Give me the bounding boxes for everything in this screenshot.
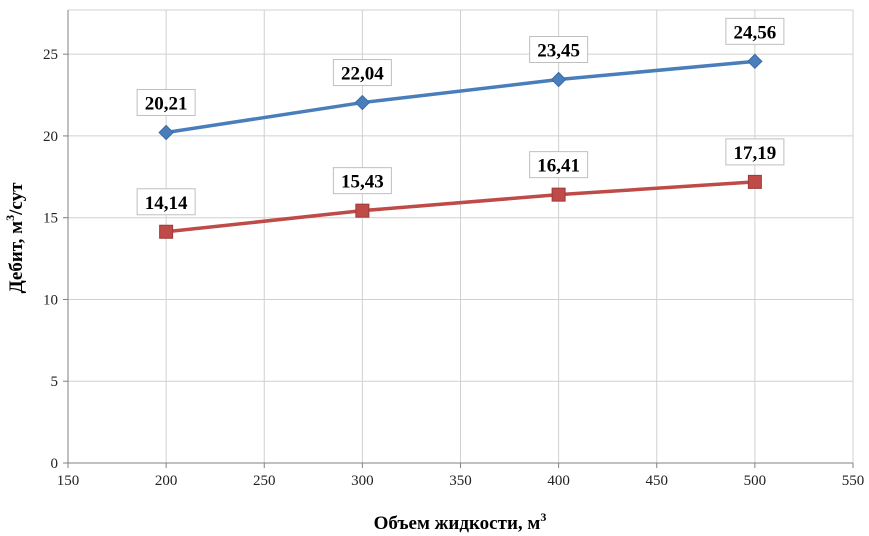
y-tick-label: 10 [43, 292, 58, 308]
data-point-marker [551, 187, 566, 202]
x-tick-label: 200 [155, 473, 178, 489]
y-tick-label: 15 [43, 211, 58, 227]
data-label: 20,21 [145, 93, 188, 114]
data-label-box [529, 36, 589, 64]
data-point-marker [747, 174, 762, 189]
data-label: 15,43 [341, 172, 384, 193]
y-tick-label: 0 [51, 456, 59, 472]
data-label-box [529, 151, 589, 179]
data-label-box [332, 167, 392, 195]
data-point-marker [747, 53, 763, 70]
data-label-box [725, 17, 785, 45]
y-tick-label: 20 [43, 129, 58, 145]
data-label-box [725, 138, 785, 166]
data-point-marker [354, 94, 371, 111]
data-point-marker [159, 224, 174, 239]
data-point-marker [355, 203, 370, 218]
x-tick-label: 350 [449, 473, 472, 489]
y-tick-label: 5 [51, 374, 59, 390]
data-label: 22,04 [341, 64, 384, 85]
data-point-marker [550, 71, 567, 88]
data-label: 24,56 [734, 22, 777, 43]
x-tick-label: 450 [646, 473, 669, 489]
y-axis-title: Дебит, м3/сут [3, 182, 27, 293]
y-tick-label: 25 [43, 47, 58, 63]
series-line-2 [165, 180, 755, 234]
data-label: 14,14 [145, 193, 188, 214]
axes [63, 10, 854, 468]
data-label: 16,41 [537, 156, 580, 177]
x-tick-label: 550 [842, 473, 865, 489]
data-labels: 20,21 22,04 23,45 24,56 14,14 15,43 16,41 17,19 [136, 17, 785, 216]
tick-labels: 150 200 250 300 350 400 450 500 550 0 5 10 15 20 25 [43, 47, 864, 489]
data-point-marker [158, 124, 174, 141]
x-tick-label: 400 [547, 473, 570, 489]
series-line-1 [165, 59, 756, 135]
x-tick-label: 500 [744, 473, 767, 489]
series-group [158, 53, 763, 239]
data-label: 17,19 [734, 143, 777, 164]
data-label-box [136, 88, 196, 116]
gridlines [67, 9, 854, 464]
x-axis-title: Объем жидкости, м3 [374, 510, 547, 534]
data-label: 23,45 [537, 41, 580, 62]
x-tick-label: 250 [253, 473, 276, 489]
data-label-box [332, 59, 392, 87]
x-tick-label: 150 [57, 473, 80, 489]
x-tick-label: 300 [351, 473, 374, 489]
data-label-box [136, 188, 196, 216]
